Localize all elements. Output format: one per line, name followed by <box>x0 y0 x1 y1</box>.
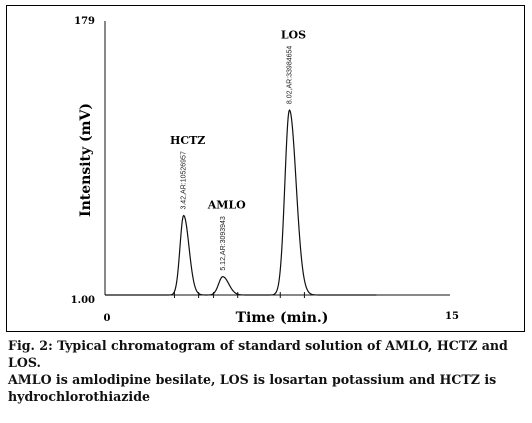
y-axis-title: Intensity (mV) <box>78 103 94 217</box>
peak-annotation-hctz: 3.42,AR:10526957 <box>181 151 188 209</box>
peak-name-labels: HCTZ AMLO LOS <box>170 29 306 212</box>
chromatogram-trace <box>105 109 377 296</box>
figure-caption-note: AMLO is amlodipine besilate, LOS is losa… <box>8 372 497 404</box>
peak-name-los: LOS <box>281 29 306 42</box>
axis-labels: Time (min.) Intensity (mV) <box>78 103 328 326</box>
figure-frame <box>6 5 525 332</box>
peak-annotation-amlo: 5.12,AR:3093943 <box>220 216 227 271</box>
x-tick-label-max: 15 <box>445 311 459 322</box>
figure-caption: Fig. 2: Typical chromatogram of standard… <box>8 338 508 370</box>
axes <box>104 21 450 296</box>
axis-ticks: 179 1.00 0 15 <box>71 16 459 324</box>
peak-name-hctz: HCTZ <box>170 134 205 147</box>
peak-annotation-los: 8.02,AR:33984654 <box>286 46 293 104</box>
x-axis-title: Time (min.) <box>236 310 329 326</box>
peak-name-amlo: AMLO <box>207 199 246 212</box>
y-tick-label-max: 179 <box>74 16 95 27</box>
x-tick-label-min: 0 <box>104 313 111 324</box>
chromatogram-chart: 179 1.00 0 15 HCTZ AMLO LOS 3.42,AR:10526957 5… <box>71 16 459 326</box>
y-tick-label-min: 1.00 <box>71 295 95 306</box>
peak-annotation-labels: 3.42,AR:10526957 5.12,AR:3093943 8.02,AR:3… <box>181 46 294 271</box>
